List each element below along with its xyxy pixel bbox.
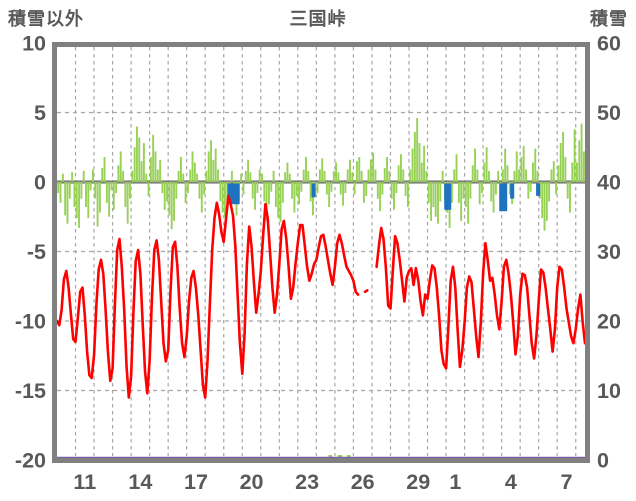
svg-text:23: 23 xyxy=(295,470,319,494)
svg-text:-10: -10 xyxy=(15,310,46,334)
svg-text:1: 1 xyxy=(449,470,461,494)
chart-title: 三国峠 xyxy=(289,9,347,29)
svg-text:20: 20 xyxy=(240,470,264,494)
svg-text:11: 11 xyxy=(73,470,96,494)
left-axis-ticks: 10 5 0 -5 -10 -15 -20 xyxy=(15,32,46,473)
x-axis-ticks: 11 14 17 20 23 26 29 1 4 7 xyxy=(73,470,572,494)
svg-text:5: 5 xyxy=(34,101,46,125)
svg-text:60: 60 xyxy=(597,32,621,56)
svg-text:0: 0 xyxy=(34,171,46,195)
svg-text:10: 10 xyxy=(597,379,621,403)
svg-text:0: 0 xyxy=(597,449,609,473)
svg-text:17: 17 xyxy=(184,470,208,494)
svg-text:14: 14 xyxy=(128,470,152,494)
svg-text:30: 30 xyxy=(597,240,621,264)
svg-text:29: 29 xyxy=(406,470,430,494)
svg-text:-20: -20 xyxy=(15,449,46,473)
gridlines xyxy=(57,47,585,456)
svg-text:-15: -15 xyxy=(15,379,46,403)
right-axis-title: 積雪 xyxy=(590,9,628,29)
snow-trace-marks xyxy=(328,455,351,458)
left-axis-title: 積雪以外 xyxy=(8,9,84,29)
svg-text:7: 7 xyxy=(560,470,572,494)
svg-text:26: 26 xyxy=(351,470,375,494)
green-bars-series xyxy=(57,118,588,231)
svg-text:40: 40 xyxy=(597,171,621,195)
red-line-series xyxy=(55,194,587,399)
right-axis-ticks: 60 50 40 30 20 10 0 xyxy=(597,32,621,473)
svg-text:4: 4 xyxy=(505,470,517,494)
svg-text:20: 20 xyxy=(597,310,621,334)
svg-text:10: 10 xyxy=(22,32,46,56)
plot-border xyxy=(52,42,590,463)
svg-text:-5: -5 xyxy=(27,240,46,264)
svg-text:50: 50 xyxy=(597,101,621,125)
